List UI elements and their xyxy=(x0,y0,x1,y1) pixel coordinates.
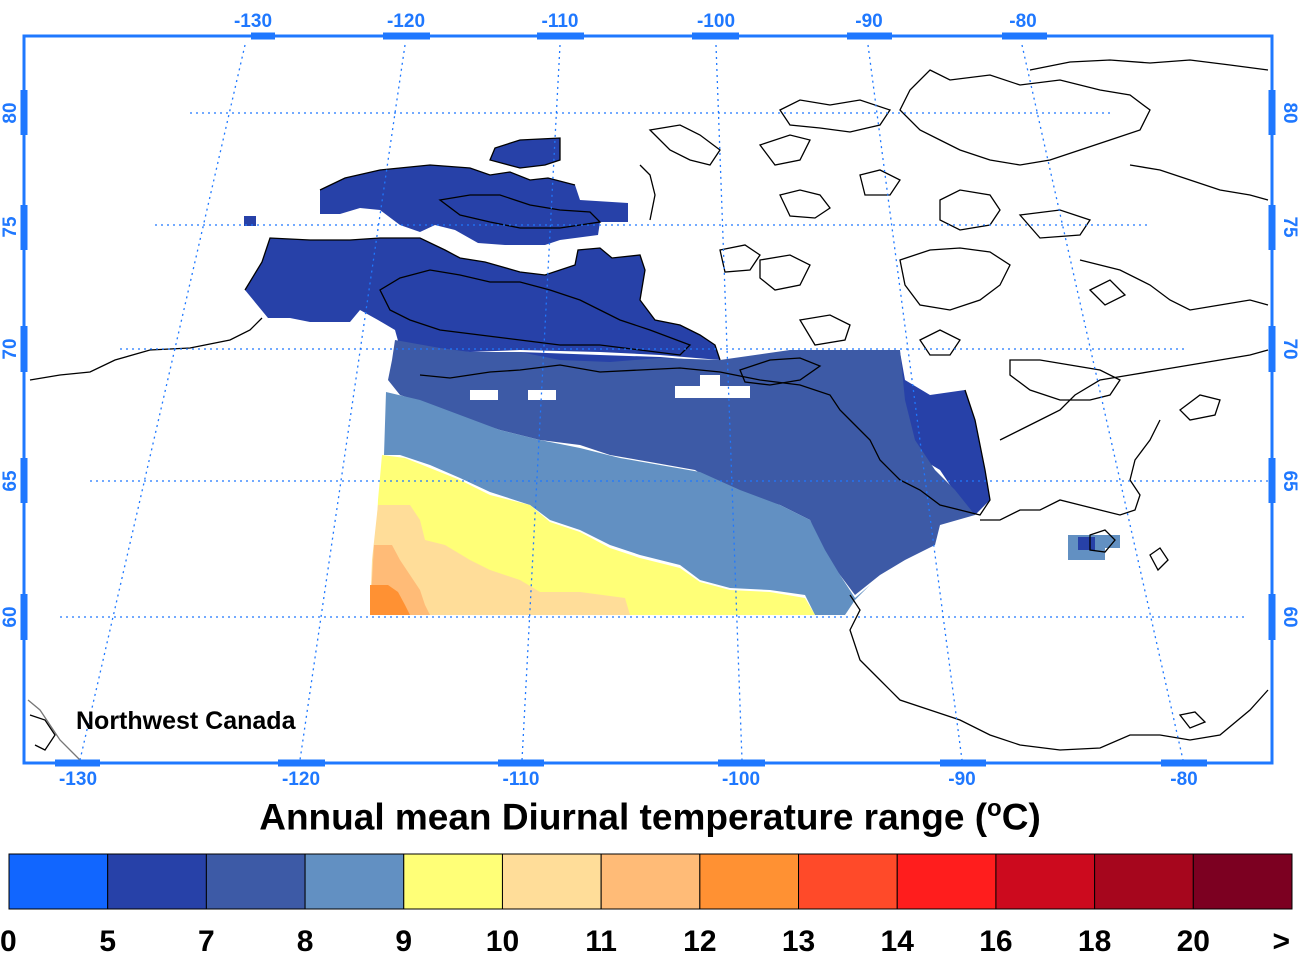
right-lat-label: 60 xyxy=(1279,606,1300,627)
temperature-range-field xyxy=(244,138,1120,615)
colorbar-swatch xyxy=(600,853,701,910)
region-label: Northwest Canada xyxy=(76,707,297,735)
bottom-lon-label: -120 xyxy=(282,769,320,790)
left-latitude-labels: 80 75 70 65 60 xyxy=(0,102,21,627)
colorbar-label: 0 xyxy=(0,925,17,958)
colorbar-label: > xyxy=(1272,925,1290,958)
bottom-lon-label: -110 xyxy=(503,769,540,790)
field-class-5-7-island-n xyxy=(490,138,560,168)
colorbar-swatch xyxy=(699,853,800,910)
top-lon-label: -130 xyxy=(234,11,272,32)
right-lat-label: 65 xyxy=(1279,470,1300,492)
colorbar-swatch xyxy=(205,853,306,910)
left-lat-label: 75 xyxy=(0,216,21,238)
colorbar-label: 11 xyxy=(585,925,617,958)
bottom-lon-label: -100 xyxy=(722,769,760,790)
field-class-12-13 xyxy=(370,585,410,615)
field-class-8-9 xyxy=(384,392,880,615)
colorbar-swatch xyxy=(8,853,109,910)
colorbar-swatch xyxy=(403,853,503,910)
map-title: Annual mean Diurnal temperature range (o… xyxy=(0,795,1300,838)
map-title-text: Annual mean Diurnal temperature range ( xyxy=(259,796,988,838)
top-lon-label: -80 xyxy=(1009,11,1036,32)
colorbar: 0 5 7 8 9 10 11 12 13 14 16 18 20 > xyxy=(0,853,1293,958)
field-class-10-11 xyxy=(370,505,630,615)
degree-symbol: o xyxy=(987,795,1002,822)
right-lat-label: 80 xyxy=(1279,102,1300,123)
colorbar-swatch xyxy=(501,853,602,910)
colorbar-label: 16 xyxy=(979,925,1012,958)
field-class-5-7-island-w xyxy=(244,216,256,226)
top-longitude-labels: -130 -120 -110 -100 -90 -80 xyxy=(234,11,1037,32)
colorbar-swatch xyxy=(995,853,1096,910)
coastlines xyxy=(27,59,1269,761)
left-lat-label: 80 xyxy=(0,102,21,123)
bottom-lon-label: -90 xyxy=(948,769,975,790)
colorbar-swatch xyxy=(798,853,898,910)
field-class-5-7-islet xyxy=(1078,537,1095,550)
map-title-unit: C) xyxy=(1001,796,1041,838)
colorbar-label: 7 xyxy=(198,925,215,958)
colorbar-swatch xyxy=(1192,853,1293,910)
field-class-5-7-main xyxy=(245,238,720,360)
colorbar-label: 5 xyxy=(99,925,116,958)
colorbar-swatch xyxy=(896,853,997,910)
left-lat-label: 60 xyxy=(0,606,21,627)
top-lon-label: -100 xyxy=(697,11,735,32)
colorbar-label: 20 xyxy=(1177,925,1210,958)
right-latitude-labels: 80 75 70 65 60 xyxy=(1279,102,1300,627)
right-lat-label: 70 xyxy=(1279,338,1300,359)
bottom-lon-label: -80 xyxy=(1170,769,1197,790)
graticule xyxy=(60,44,1270,761)
colorbar-label: 10 xyxy=(486,925,519,958)
colorbar-swatch xyxy=(107,853,207,910)
colorbar-swatch xyxy=(1094,853,1194,910)
colorbar-label: 13 xyxy=(782,925,815,958)
left-lat-label: 70 xyxy=(0,338,21,359)
top-lon-label: -110 xyxy=(542,11,579,32)
colorbar-label: 18 xyxy=(1078,925,1111,958)
colorbar-label: 9 xyxy=(395,925,412,958)
bottom-lon-label: -130 xyxy=(59,769,97,790)
colorbar-label: 8 xyxy=(297,925,314,958)
left-lat-label: 65 xyxy=(0,470,21,492)
right-lat-label: 75 xyxy=(1279,216,1300,238)
top-lon-label: -90 xyxy=(855,11,882,32)
colorbar-label: 12 xyxy=(683,925,716,958)
bottom-longitude-labels: -130 -120 -110 -100 -90 -80 xyxy=(59,769,1198,790)
top-lon-label: -120 xyxy=(387,11,425,32)
colorbar-label: 14 xyxy=(881,925,915,958)
field-class-7-8 xyxy=(388,340,975,595)
colorbar-swatch xyxy=(304,853,405,910)
